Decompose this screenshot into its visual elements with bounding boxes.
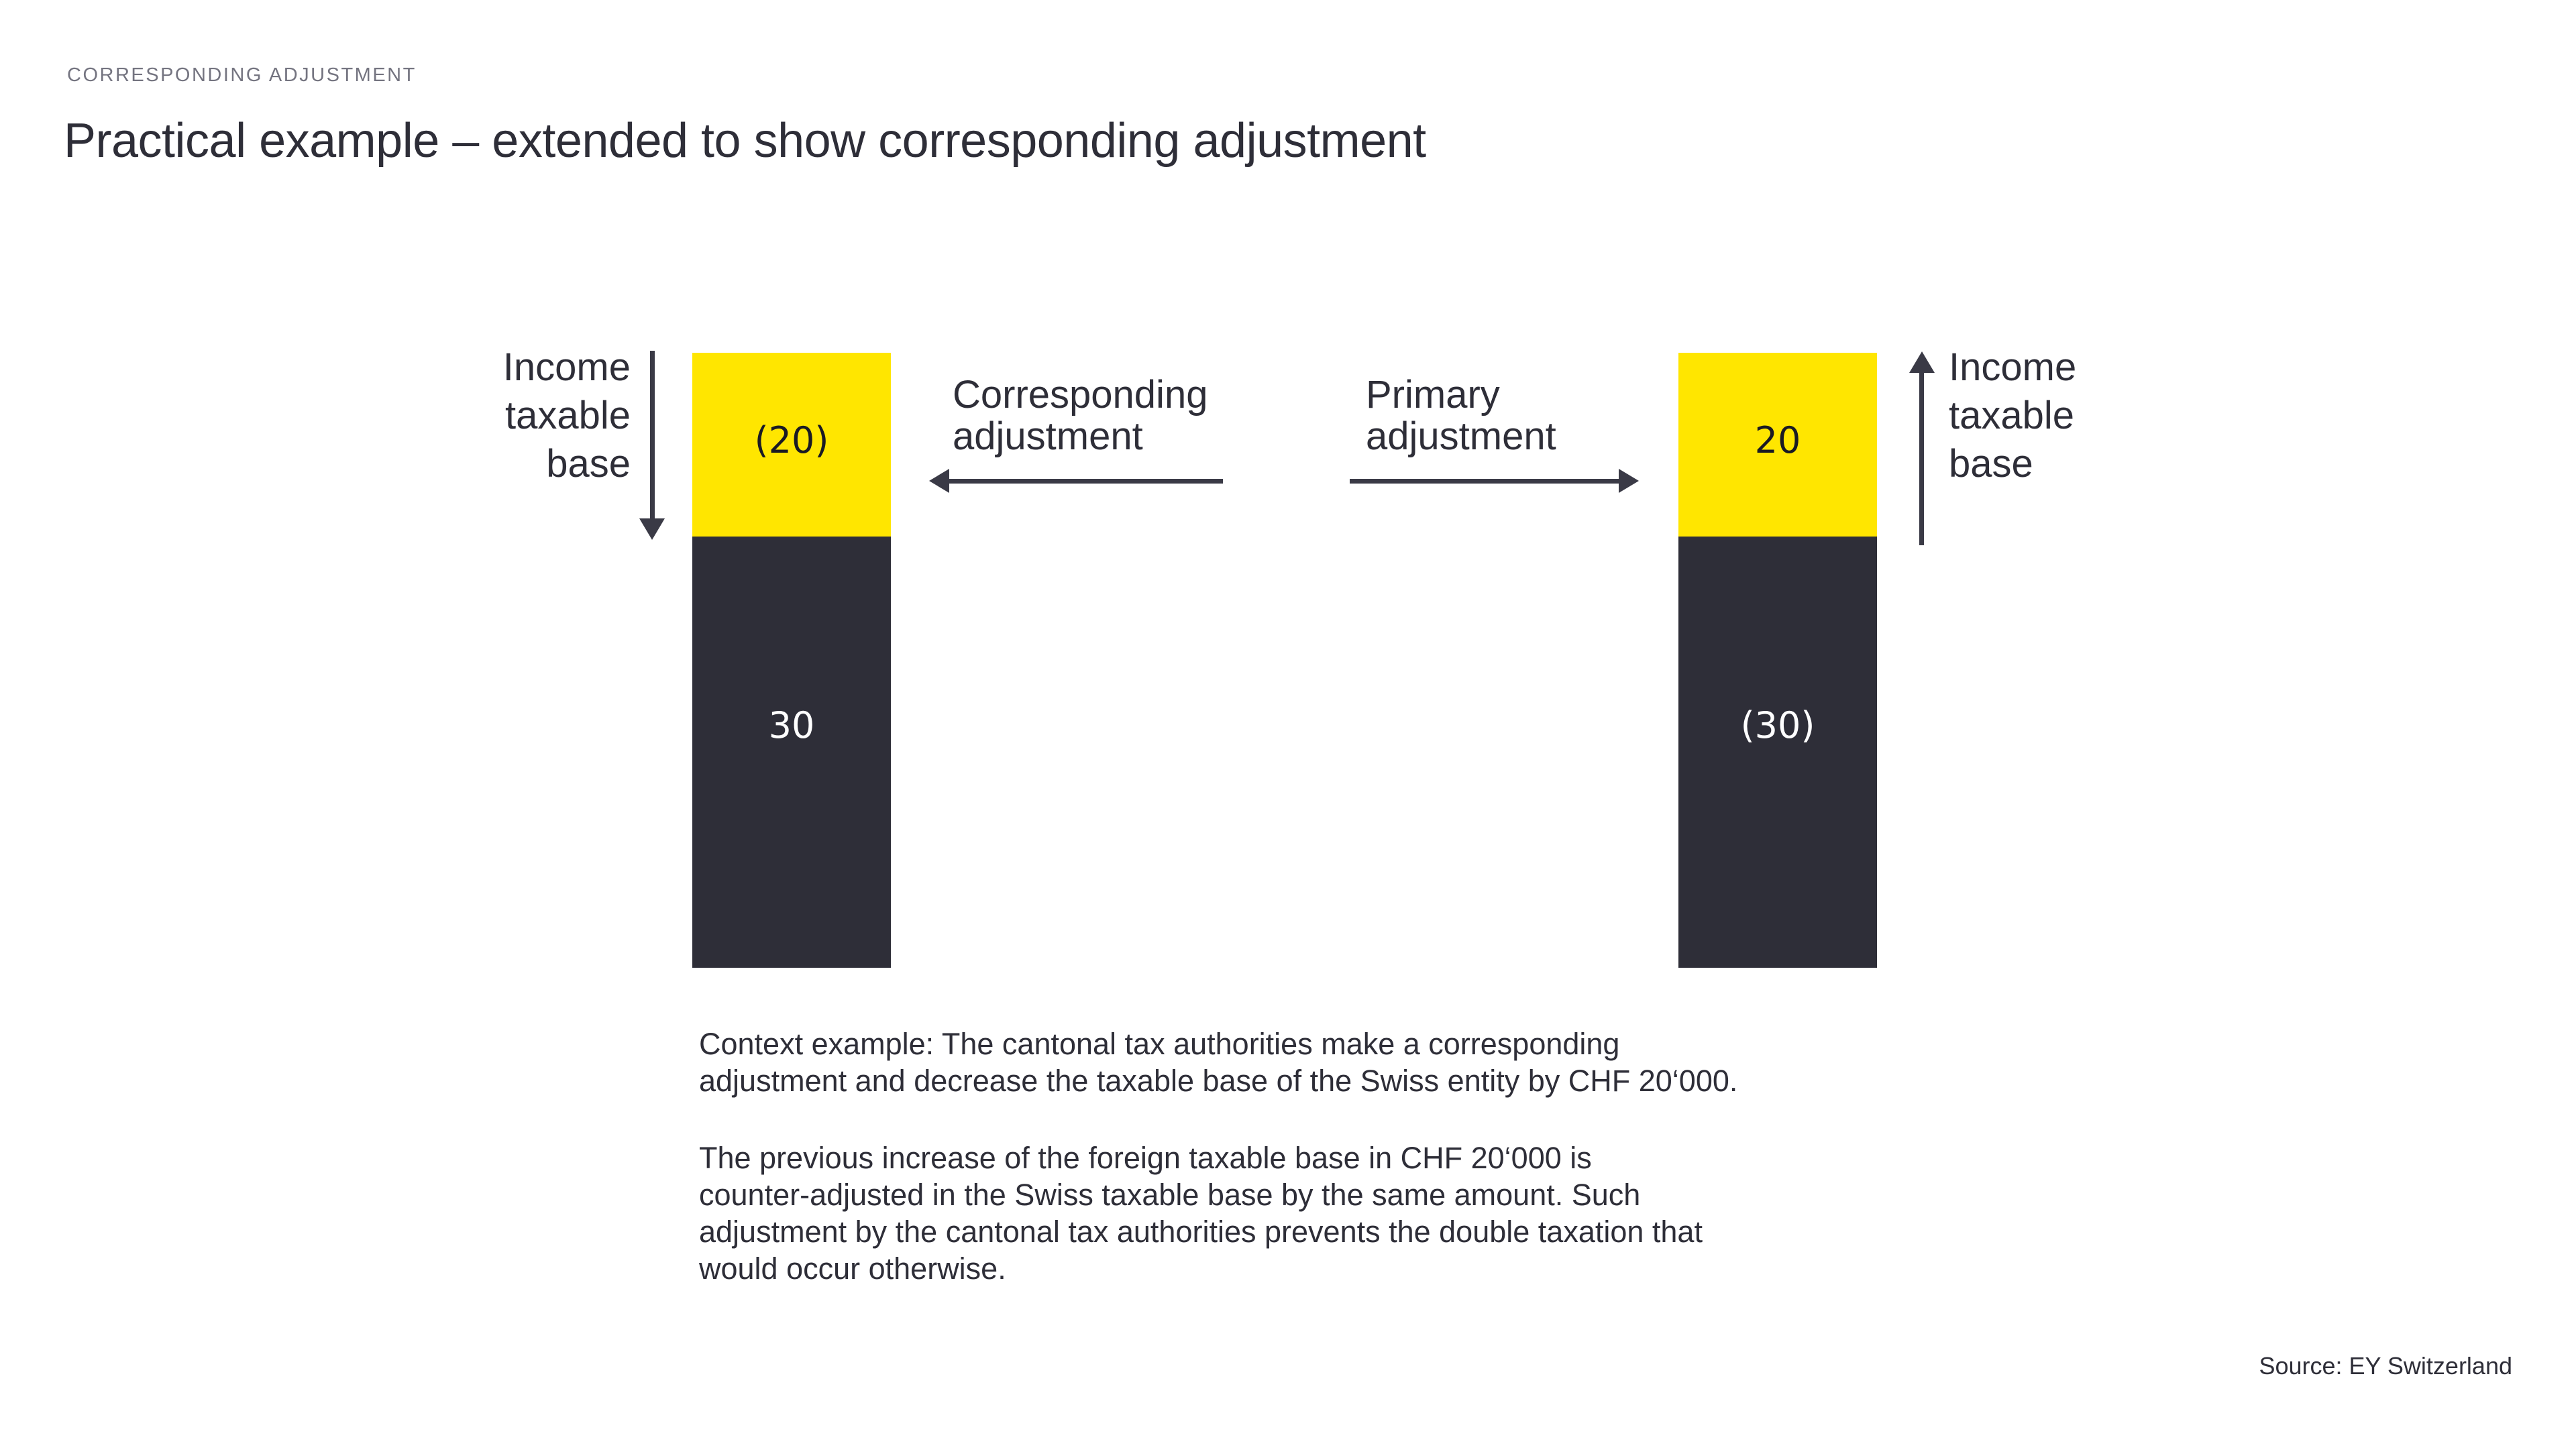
right-bar-yellow-segment: 20	[1678, 353, 1877, 537]
source-note: Source: EY Switzerland	[2259, 1352, 2512, 1380]
context-paragraph-2: The previous increase of the foreign tax…	[699, 1141, 1703, 1286]
right-arrow-icon	[1350, 479, 1620, 484]
right-bar: 20 (30)	[1678, 353, 1877, 968]
left-bar: (20) 30	[692, 353, 891, 968]
right-axis-label: Income taxable base	[1949, 345, 2077, 486]
down-arrow-icon	[650, 351, 655, 520]
up-arrow-icon	[1919, 372, 1924, 545]
down-arrowhead-icon	[639, 518, 665, 540]
left-bar-yellow-segment: (20)	[692, 353, 891, 537]
left-bar-top-value: (20)	[754, 418, 829, 461]
left-arrow-icon	[946, 479, 1223, 484]
context-paragraph-1: Context example: The cantonal tax author…	[699, 1027, 1738, 1098]
right-bar-top-value: 20	[1754, 418, 1801, 461]
corresponding-adjustment-label: Corresponding adjustment	[953, 373, 1208, 458]
left-bar-dark-segment: 30	[692, 537, 891, 968]
eyebrow-label: CORRESPONDING ADJUSTMENT	[67, 64, 417, 86]
left-axis-label: Income taxable base	[502, 345, 631, 486]
primary-adjustment-label: Primary adjustment	[1366, 373, 1556, 458]
right-bar-dark-segment: (30)	[1678, 537, 1877, 968]
right-bar-bottom-value: (30)	[1740, 704, 1815, 746]
left-bar-bottom-value: 30	[768, 704, 815, 746]
page-title: Practical example – extended to show cor…	[64, 114, 1426, 168]
context-text-block: Context example: The cantonal tax author…	[699, 1025, 1974, 1287]
up-arrowhead-icon	[1909, 351, 1935, 373]
right-arrowhead-icon	[1619, 469, 1639, 493]
